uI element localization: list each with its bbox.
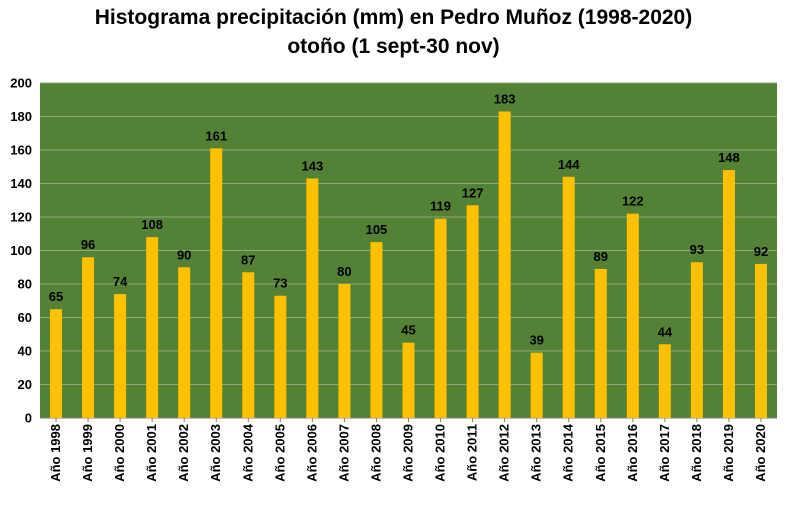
chart-subtitle: otoño (1 sept-30 nov) [287,35,500,58]
x-tick-label: Año 2014 [561,423,576,482]
data-label: 73 [273,276,287,291]
x-tick-label: Año 2001 [144,424,159,482]
x-tick-label: Año 2007 [336,424,351,482]
bar [594,268,607,418]
x-tick-label: Año 2005 [272,424,287,482]
x-tick-label: Año 2018 [689,424,704,482]
x-tick-label: Año 2012 [497,424,512,482]
y-tick-label: 60 [18,310,32,325]
bar [338,284,351,418]
data-label: 122 [622,194,644,209]
y-tick-label: 160 [10,143,32,158]
y-tick-label: 0 [25,411,32,426]
bar [402,342,415,418]
x-tick-label: Año 2013 [529,424,544,482]
x-tick-label: Año 2019 [721,424,736,482]
bar [210,148,223,418]
bar [658,344,671,418]
data-label: 105 [366,222,388,237]
data-label: 39 [529,333,543,348]
data-label: 148 [718,150,740,165]
y-tick-label: 40 [18,344,32,359]
x-tick-label: Año 2010 [433,424,448,482]
data-label: 89 [594,249,608,264]
y-tick-label: 200 [10,76,32,91]
bar [242,272,255,418]
x-tick-label: Año 1999 [80,424,95,482]
bar [146,237,159,418]
x-tick-label: Año 2017 [657,424,672,482]
x-tick-label: Año 2006 [304,424,319,482]
chart-title: Histograma precipitación (mm) en Pedro M… [94,6,693,29]
y-tick-label: 80 [18,277,32,292]
data-label: 144 [558,157,580,172]
data-label: 93 [690,242,704,257]
bar [274,295,287,418]
y-tick-label: 120 [10,210,32,225]
bar [50,309,63,418]
bar [690,262,703,418]
data-label: 108 [141,217,163,232]
x-tick-label: Año 2003 [208,424,223,482]
bar [370,242,383,418]
data-label: 44 [658,324,673,339]
data-label: 90 [177,247,191,262]
data-label: 65 [49,289,63,304]
data-label: 119 [430,199,451,214]
data-label: 127 [462,185,484,200]
data-label: 161 [205,128,227,143]
bar [626,213,639,418]
data-label: 45 [401,323,415,338]
data-label: 143 [302,158,324,173]
data-label: 80 [337,264,351,279]
data-label: 96 [81,237,95,252]
data-label: 92 [754,244,768,259]
bar [466,205,479,418]
bar [722,170,735,418]
bar [530,352,543,418]
data-label: 183 [494,91,516,106]
x-tick-label: Año 2011 [465,424,480,481]
data-label: 74 [113,274,128,289]
x-tick-label: Año 2004 [240,423,255,482]
y-tick-label: 20 [18,377,32,392]
data-label: 87 [241,252,255,267]
y-tick-label: 140 [10,176,32,191]
bar [562,176,575,418]
x-tick-label: Año 2002 [176,424,191,482]
x-tick-label: Año 2016 [625,424,640,482]
x-tick-label: Año 1998 [48,424,63,482]
x-tick-label: Año 2000 [112,424,127,482]
x-tick-label: Año 2009 [401,424,416,482]
bar [178,267,191,418]
bar [754,263,767,418]
x-tick-label: Año 2015 [593,424,608,482]
x-tick-label: Año 2020 [753,424,768,482]
bar [306,178,319,418]
bar [434,218,447,418]
y-tick-label: 180 [10,109,32,124]
x-tick-label: Año 2008 [368,424,383,482]
bar [498,111,511,418]
bar [114,294,127,418]
y-tick-label: 100 [10,243,32,258]
bar [82,257,95,418]
